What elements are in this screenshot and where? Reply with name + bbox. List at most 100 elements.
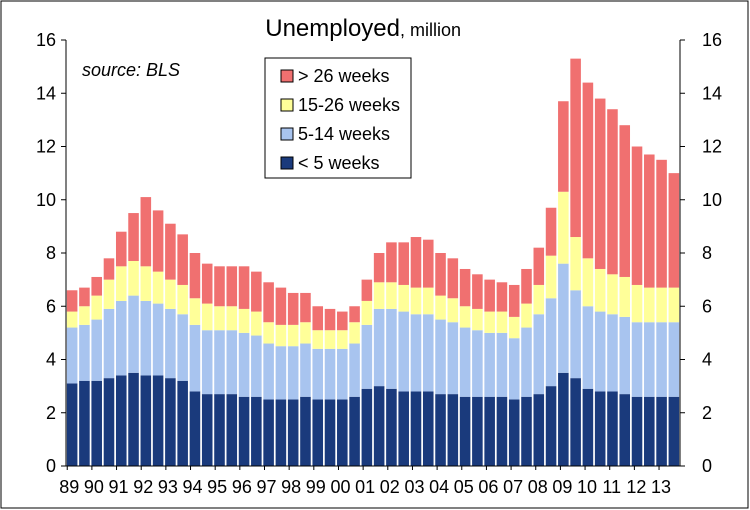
bar-segment-5-14-weeks bbox=[644, 322, 655, 397]
bar-segment-5-14-weeks bbox=[459, 327, 471, 397]
x-tick-layer: 89 90 91 92 93 94 95 96 97 98 99 00 01 02 03 04 05 06 07 08… bbox=[59, 466, 671, 497]
bar-segment--5-weeks bbox=[570, 378, 581, 466]
bar-segment-5-14-weeks bbox=[152, 303, 164, 376]
bar-segment-5-14-weeks bbox=[521, 327, 532, 397]
bar-segment-5-14-weeks bbox=[337, 348, 348, 400]
bar-segment--26-weeks bbox=[140, 197, 152, 267]
bar-segment--5-weeks bbox=[619, 394, 631, 466]
bar-segment-5-14-weeks bbox=[140, 300, 152, 376]
bar-segment--26-weeks bbox=[459, 268, 471, 307]
bar-segment-5-14-weeks bbox=[496, 332, 508, 397]
x-tick-label: 08 bbox=[528, 477, 548, 497]
x-tick-label: 00 bbox=[330, 477, 350, 497]
bar-segment-5-14-weeks bbox=[226, 330, 238, 395]
bar-segment--5-weeks bbox=[103, 378, 115, 466]
bar-segment--5-weeks bbox=[668, 396, 680, 466]
bar-segment-5-14-weeks bbox=[361, 324, 373, 389]
bar-segment--5-weeks bbox=[263, 399, 274, 466]
bar-segment--5-weeks bbox=[189, 391, 201, 466]
chart-title-unit: , million bbox=[400, 20, 461, 40]
bar-segment--5-weeks bbox=[287, 399, 299, 466]
bar-segment--26-weeks bbox=[447, 258, 459, 299]
bar-segment-15-26-weeks bbox=[545, 255, 557, 299]
x-tick-label: 93 bbox=[158, 477, 178, 497]
bar-segment-5-14-weeks bbox=[238, 332, 250, 397]
x-tick-label: 90 bbox=[84, 477, 104, 497]
bar-segment--5-weeks bbox=[644, 396, 655, 466]
legend-label: 15-26 weeks bbox=[298, 95, 400, 115]
bar-segment--5-weeks bbox=[165, 378, 176, 466]
bar-segment-5-14-weeks bbox=[128, 295, 139, 373]
bar-segment--26-weeks bbox=[226, 266, 238, 307]
bar-segment-15-26-weeks bbox=[631, 284, 643, 323]
bar-segment--26-weeks bbox=[422, 239, 434, 288]
bar-segment-15-26-weeks bbox=[189, 298, 201, 325]
bar-segment--26-weeks bbox=[349, 306, 360, 323]
bar-segment--5-weeks bbox=[459, 396, 471, 466]
bar-segment--5-weeks bbox=[226, 394, 238, 466]
bar-segment--26-weeks bbox=[312, 306, 324, 331]
bar-segment--26-weeks bbox=[238, 266, 250, 309]
y-tick-layer: 0 0 2 2 4 4 6 6 8 8 10 10 12 12 14 14 16 16 bbox=[36, 30, 722, 476]
bar-segment--26-weeks bbox=[300, 292, 311, 323]
bar-segment-5-14-weeks bbox=[607, 314, 618, 392]
bar-segment-15-26-weeks bbox=[558, 191, 569, 264]
bar-segment-5-14-weeks bbox=[472, 330, 483, 397]
bar-segment-5-14-weeks bbox=[594, 311, 606, 392]
bar-segment--26-weeks bbox=[165, 223, 176, 280]
bar-segment--5-weeks bbox=[472, 396, 483, 466]
bar-segment--26-weeks bbox=[558, 101, 569, 192]
bar-segment-5-14-weeks bbox=[287, 346, 299, 400]
bar-segment-15-26-weeks bbox=[656, 287, 667, 323]
bar-segment--26-weeks bbox=[533, 247, 545, 285]
bar-segment--5-weeks bbox=[398, 391, 409, 466]
bar-segment-15-26-weeks bbox=[422, 287, 434, 315]
x-tick-label: 89 bbox=[59, 477, 79, 497]
bar-segment-15-26-weeks bbox=[300, 322, 311, 344]
bar-segment--5-weeks bbox=[558, 372, 569, 466]
bar-segment-15-26-weeks bbox=[361, 300, 373, 325]
bar-segment-15-26-weeks bbox=[238, 308, 250, 333]
bar-segment--5-weeks bbox=[545, 386, 557, 466]
bar-segment-5-14-weeks bbox=[410, 314, 422, 392]
chart-title: Unemployed bbox=[265, 15, 400, 42]
bar-segment-15-26-weeks bbox=[508, 316, 520, 339]
bar-segment-15-26-weeks bbox=[570, 237, 581, 291]
bar-segment-5-14-weeks bbox=[386, 308, 397, 389]
bar-segment--5-weeks bbox=[656, 396, 667, 466]
bar-segment--5-weeks bbox=[582, 388, 594, 466]
bar-segment-5-14-weeks bbox=[263, 343, 274, 400]
bar-segment--26-weeks bbox=[619, 125, 631, 277]
bar-segment-15-26-weeks bbox=[128, 260, 139, 296]
bar-segment--26-weeks bbox=[484, 279, 495, 312]
x-tick-label: 98 bbox=[281, 477, 301, 497]
bar-segment-5-14-weeks bbox=[508, 338, 520, 400]
bar-segment-5-14-weeks bbox=[189, 324, 201, 392]
bar-segment--5-weeks bbox=[435, 394, 446, 466]
bar-segment--5-weeks bbox=[361, 388, 373, 466]
bar-segment-5-14-weeks bbox=[300, 343, 311, 397]
bar-segment-15-26-weeks bbox=[177, 284, 188, 315]
legend-label: < 5 weeks bbox=[298, 153, 380, 173]
bar-segment-5-14-weeks bbox=[177, 314, 188, 381]
bar-segment--5-weeks bbox=[607, 391, 618, 466]
legend-swatch bbox=[280, 98, 294, 112]
bar-segment-15-26-weeks bbox=[472, 308, 483, 331]
bar-segment-5-14-weeks bbox=[656, 322, 667, 397]
bar-segment--26-weeks bbox=[594, 98, 606, 269]
bar-segment-5-14-weeks bbox=[324, 348, 336, 400]
x-tick-label: 12 bbox=[626, 477, 646, 497]
bar-segment-5-14-weeks bbox=[545, 298, 557, 387]
bar-segment--5-weeks bbox=[484, 396, 495, 466]
bar-segment-15-26-weeks bbox=[79, 306, 90, 325]
bar-segment--5-weeks bbox=[275, 399, 287, 466]
bar-segment-15-26-weeks bbox=[103, 279, 115, 309]
bar-segment--26-weeks bbox=[644, 154, 655, 288]
bar-segment--26-weeks bbox=[287, 292, 299, 325]
legend: > 26 weeks 15-26 weeks 5-14 weeks < 5 weeks bbox=[264, 57, 412, 179]
bar-segment-15-26-weeks bbox=[251, 311, 262, 336]
bar-segment--26-weeks bbox=[570, 58, 581, 238]
bar-segment--5-weeks bbox=[496, 396, 508, 466]
bar-segment-5-14-weeks bbox=[214, 330, 225, 395]
